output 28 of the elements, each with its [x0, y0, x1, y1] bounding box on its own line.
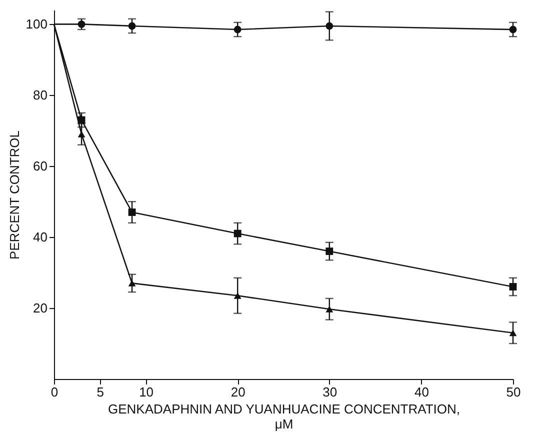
- point: [509, 26, 517, 34]
- point: [128, 22, 136, 30]
- point: [509, 283, 517, 290]
- x-tick-label: 50: [506, 384, 521, 400]
- point: [326, 306, 334, 312]
- y-tick-label: 60: [33, 158, 48, 174]
- x-tick-label: 20: [230, 384, 246, 400]
- x-tick-label: 0: [50, 384, 58, 400]
- y-tick-label: 80: [33, 88, 48, 103]
- point: [128, 208, 136, 216]
- point: [234, 26, 242, 34]
- point: [78, 20, 86, 28]
- point: [509, 330, 517, 336]
- point: [234, 292, 242, 299]
- x-tick-label: 40: [414, 384, 429, 400]
- point: [326, 22, 334, 30]
- y-axis-title: PERCENT CONTROL: [6, 130, 22, 260]
- x-axis-title: GENKADAPHNIN AND YUANHUACINE CONCENTRATION, μM: [108, 402, 460, 432]
- x-tick-label: 30: [322, 384, 338, 400]
- y-tick-label: 20: [33, 300, 48, 316]
- y-tick-label: 40: [33, 230, 48, 245]
- point: [128, 280, 136, 286]
- point: [234, 230, 242, 238]
- point: [78, 130, 86, 138]
- point: [326, 248, 334, 255]
- x-tick-label: 10: [139, 384, 154, 400]
- y-tick-label: 100: [26, 16, 48, 32]
- x-tick-label: 5: [96, 384, 104, 400]
